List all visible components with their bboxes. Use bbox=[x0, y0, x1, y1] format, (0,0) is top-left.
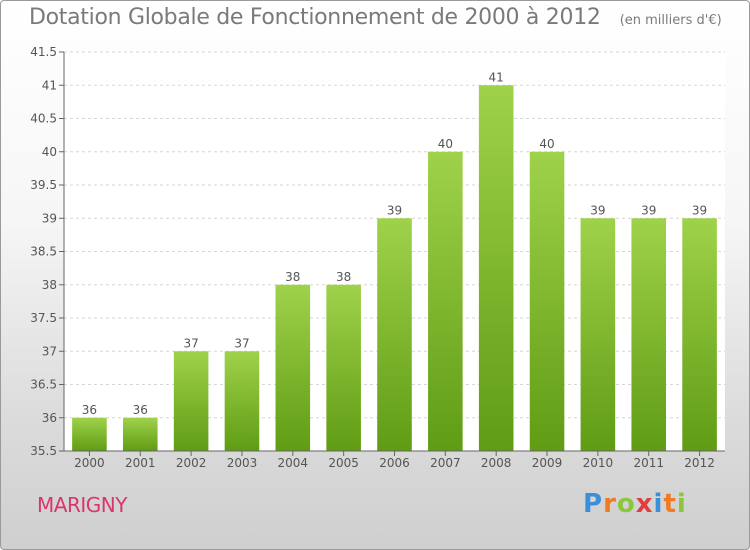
x-tick-label: 2011 bbox=[633, 456, 664, 470]
y-tick-label: 40.5 bbox=[30, 112, 57, 126]
y-tick-label: 39.5 bbox=[30, 178, 57, 192]
bar bbox=[173, 351, 209, 451]
y-tick-label: 39 bbox=[42, 211, 57, 225]
bar bbox=[224, 351, 260, 451]
y-tick-label: 41 bbox=[42, 78, 57, 92]
bar bbox=[122, 417, 158, 451]
data-label: 37 bbox=[183, 336, 198, 350]
bar bbox=[275, 284, 311, 451]
bars: 36 36 37 37 38 38 39 40 41 40 39 39 39 bbox=[72, 70, 717, 451]
y-tick-label: 36.5 bbox=[30, 378, 57, 392]
y-tick-label: 37.5 bbox=[30, 311, 57, 325]
logo-letter: o bbox=[616, 489, 636, 519]
data-label: 36 bbox=[82, 403, 97, 417]
bar bbox=[631, 218, 667, 451]
title-row: Dotation Globale de Fonctionnement de 20… bbox=[29, 5, 722, 30]
x-tick-label: 2010 bbox=[583, 456, 614, 470]
x-tick-label: 2012 bbox=[684, 456, 715, 470]
bar bbox=[377, 218, 412, 451]
data-label: 41 bbox=[489, 70, 504, 84]
data-label: 37 bbox=[234, 336, 249, 350]
proxiti-logo: Proxiti bbox=[583, 489, 687, 519]
x-tick-label: 2000 bbox=[74, 456, 105, 470]
bar bbox=[72, 417, 107, 451]
bar bbox=[326, 284, 361, 451]
logo-letter: i bbox=[653, 489, 664, 519]
y-tick-label: 37 bbox=[42, 344, 57, 358]
x-tick-label: 2003 bbox=[227, 456, 258, 470]
x-tick-label: 2009 bbox=[532, 456, 563, 470]
x-tick-label: 2006 bbox=[379, 456, 410, 470]
y-tick-label: 38 bbox=[42, 278, 57, 292]
x-tick-label: 2008 bbox=[481, 456, 512, 470]
logo-letter: P bbox=[583, 489, 604, 519]
data-label: 39 bbox=[590, 203, 605, 217]
data-label: 36 bbox=[133, 403, 148, 417]
logo-letter: t bbox=[663, 489, 677, 519]
x-tick-label: 2002 bbox=[176, 456, 207, 470]
data-label: 38 bbox=[285, 270, 300, 284]
data-label: 39 bbox=[692, 203, 707, 217]
data-label: 40 bbox=[438, 137, 453, 151]
bar bbox=[682, 218, 717, 451]
bar bbox=[529, 151, 565, 451]
data-label: 40 bbox=[539, 137, 554, 151]
logo-letter: i bbox=[676, 489, 687, 519]
data-label: 38 bbox=[336, 270, 351, 284]
x-tick-label: 2001 bbox=[125, 456, 156, 470]
y-tick-label: 40 bbox=[42, 145, 57, 159]
y-tick-label: 41.5 bbox=[30, 45, 57, 59]
x-tick-label: 2004 bbox=[278, 456, 309, 470]
bar bbox=[478, 85, 514, 451]
y-tick-label: 38.5 bbox=[30, 245, 57, 259]
x-tick-label: 2005 bbox=[328, 456, 359, 470]
chart-unit: (en milliers d'€) bbox=[619, 13, 722, 28]
axes: 35.5 36 36.5 37 37.5 38 38.5 39 39.5 40 40.5 41 41.5… bbox=[30, 45, 725, 470]
y-tick-label: 36 bbox=[42, 411, 57, 425]
place-name: MARIGNY bbox=[37, 493, 127, 517]
data-label: 39 bbox=[387, 203, 402, 217]
bar bbox=[428, 151, 463, 451]
chart-title: Dotation Globale de Fonctionnement de 20… bbox=[29, 5, 601, 30]
y-tick-label: 35.5 bbox=[30, 444, 57, 458]
x-tick-label: 2007 bbox=[430, 456, 461, 470]
bar bbox=[580, 218, 616, 451]
logo-letter: x bbox=[635, 489, 654, 519]
data-label: 39 bbox=[641, 203, 656, 217]
logo-letter: r bbox=[603, 489, 617, 519]
